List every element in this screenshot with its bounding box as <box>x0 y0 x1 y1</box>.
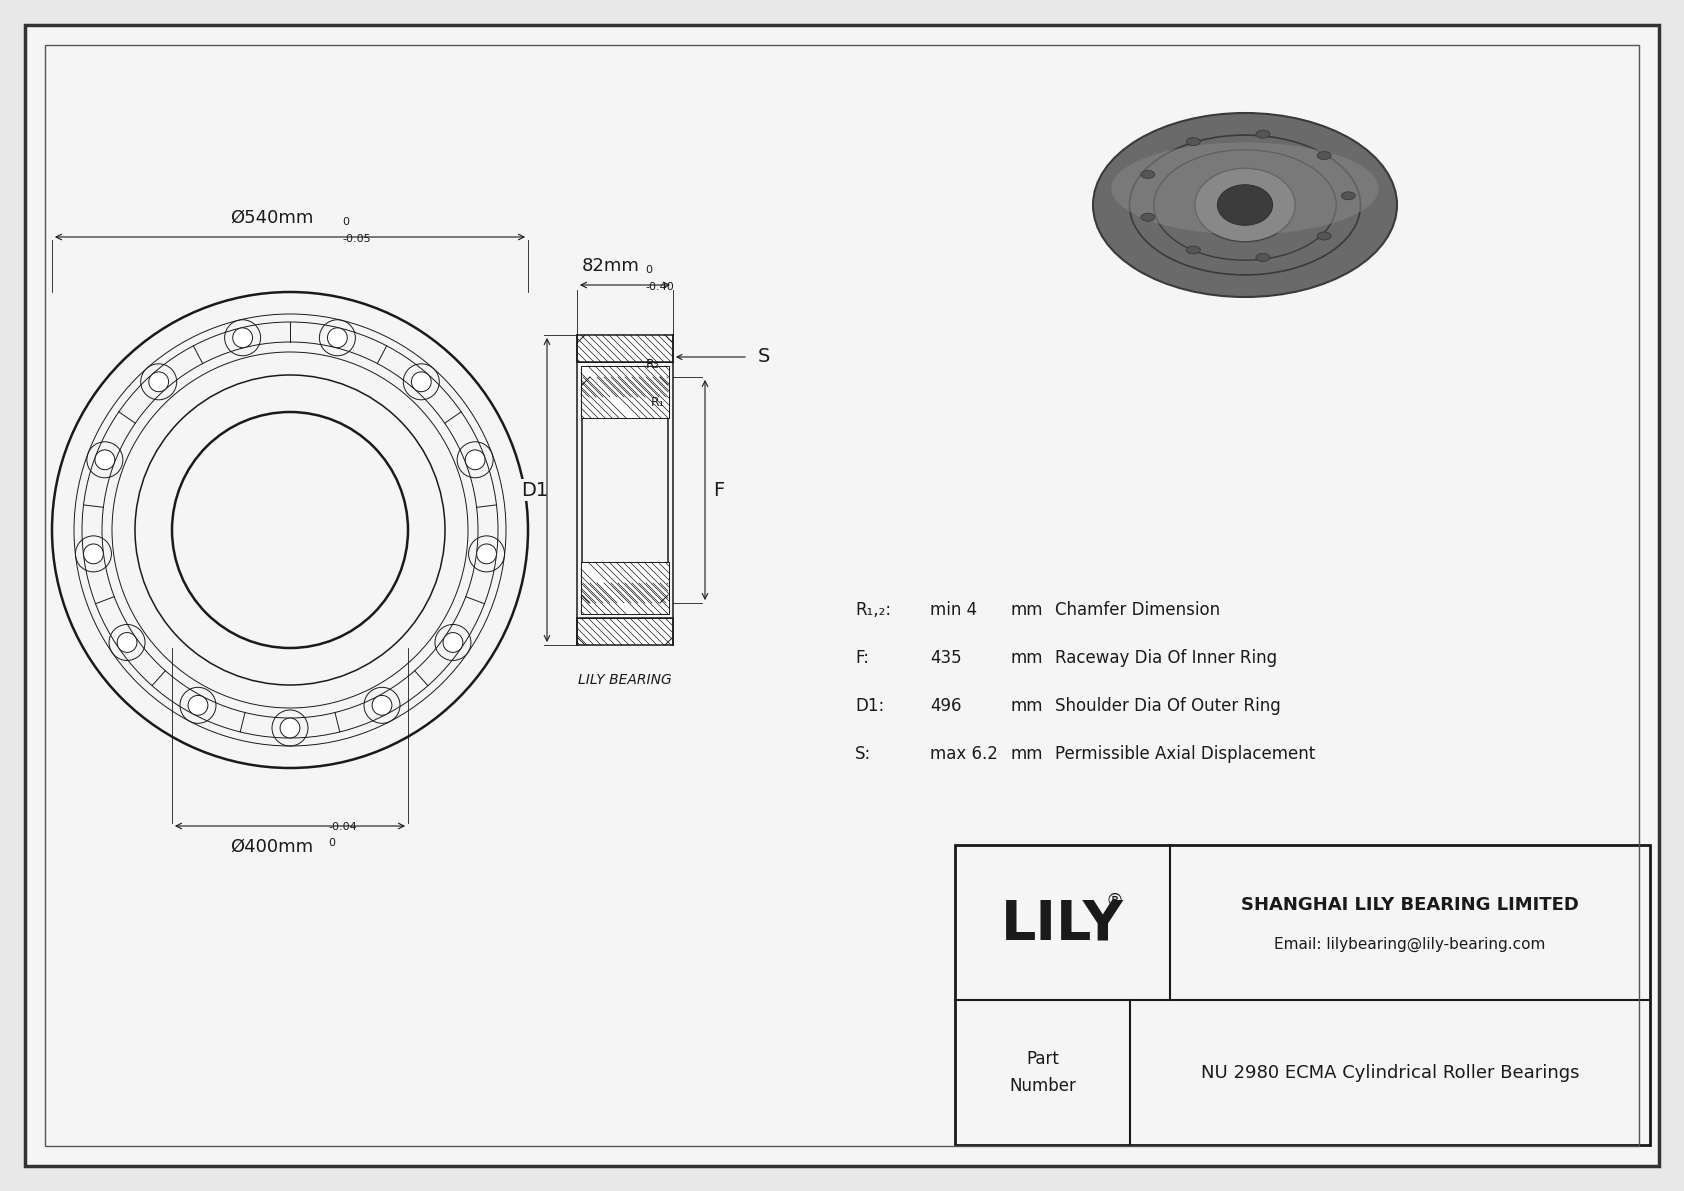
Circle shape <box>465 450 485 469</box>
Ellipse shape <box>1186 138 1201 145</box>
Text: -0.05: -0.05 <box>342 233 370 244</box>
Text: 0: 0 <box>328 838 335 848</box>
Text: D1:: D1: <box>855 697 884 715</box>
Bar <box>583 378 669 397</box>
Ellipse shape <box>1140 213 1155 222</box>
Text: 496: 496 <box>930 697 962 715</box>
Circle shape <box>148 372 168 392</box>
Text: R₁: R₁ <box>652 395 665 409</box>
Text: -0.40: -0.40 <box>645 282 674 292</box>
Ellipse shape <box>1140 170 1155 179</box>
Bar <box>955 844 1650 1145</box>
Circle shape <box>232 328 253 348</box>
Text: mm: mm <box>1010 697 1042 715</box>
Ellipse shape <box>1317 151 1330 160</box>
Circle shape <box>118 632 136 653</box>
Text: Shoulder Dia Of Outer Ring: Shoulder Dia Of Outer Ring <box>1054 697 1282 715</box>
Ellipse shape <box>1317 232 1330 241</box>
Text: 435: 435 <box>930 649 962 667</box>
Bar <box>581 562 669 615</box>
Text: max 6.2: max 6.2 <box>930 746 999 763</box>
Ellipse shape <box>1256 254 1270 261</box>
Text: -0.04: -0.04 <box>328 822 357 833</box>
Bar <box>581 366 669 418</box>
Text: ®: ® <box>1105 892 1123 910</box>
Text: mm: mm <box>1010 649 1042 667</box>
Circle shape <box>443 632 463 653</box>
Text: R₂: R₂ <box>647 358 660 372</box>
Text: Ø540mm: Ø540mm <box>231 208 313 227</box>
Text: NU 2980 ECMA Cylindrical Roller Bearings: NU 2980 ECMA Cylindrical Roller Bearings <box>1201 1064 1580 1081</box>
Text: Email: lilybearing@lily-bearing.com: Email: lilybearing@lily-bearing.com <box>1275 937 1546 952</box>
Circle shape <box>94 450 115 469</box>
Bar <box>583 584 669 603</box>
Text: 0: 0 <box>342 217 349 227</box>
Circle shape <box>84 544 103 563</box>
Text: 82mm: 82mm <box>583 257 640 275</box>
Circle shape <box>411 372 431 392</box>
Text: LILY: LILY <box>1000 898 1123 952</box>
Circle shape <box>372 696 392 716</box>
Text: Part
Number: Part Number <box>1009 1050 1076 1095</box>
Bar <box>578 618 674 646</box>
Bar <box>578 335 674 362</box>
Text: 0: 0 <box>645 266 652 275</box>
Circle shape <box>189 696 207 716</box>
Text: Chamfer Dimension: Chamfer Dimension <box>1054 601 1221 619</box>
Text: S: S <box>758 348 770 367</box>
Text: mm: mm <box>1010 746 1042 763</box>
Ellipse shape <box>1196 168 1295 242</box>
Text: F:: F: <box>855 649 869 667</box>
Text: SHANGHAI LILY BEARING LIMITED: SHANGHAI LILY BEARING LIMITED <box>1241 896 1580 913</box>
Ellipse shape <box>1111 143 1379 235</box>
Text: D1: D1 <box>522 480 549 499</box>
Ellipse shape <box>1218 185 1273 225</box>
Ellipse shape <box>1093 113 1398 297</box>
Text: min 4: min 4 <box>930 601 977 619</box>
Ellipse shape <box>1256 130 1270 138</box>
Text: R₁,₂:: R₁,₂: <box>855 601 891 619</box>
Ellipse shape <box>1342 192 1356 200</box>
Circle shape <box>327 328 347 348</box>
Text: LILY BEARING: LILY BEARING <box>578 673 672 687</box>
Text: F: F <box>714 480 724 499</box>
Text: Raceway Dia Of Inner Ring: Raceway Dia Of Inner Ring <box>1054 649 1276 667</box>
Text: Permissible Axial Displacement: Permissible Axial Displacement <box>1054 746 1315 763</box>
Circle shape <box>477 544 497 563</box>
Circle shape <box>280 718 300 738</box>
Ellipse shape <box>1186 247 1201 254</box>
Text: S:: S: <box>855 746 871 763</box>
Text: Ø400mm: Ø400mm <box>231 838 313 856</box>
Text: mm: mm <box>1010 601 1042 619</box>
